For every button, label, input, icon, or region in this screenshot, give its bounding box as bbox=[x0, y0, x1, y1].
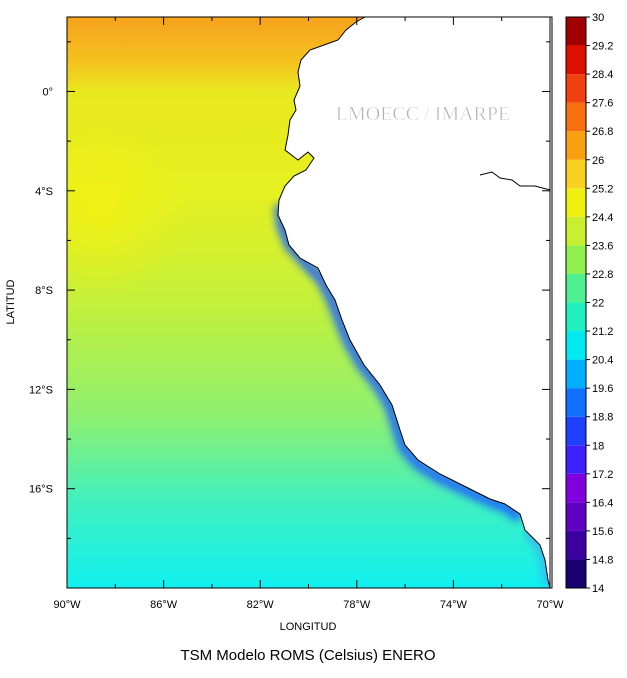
colorbar-band bbox=[566, 331, 586, 360]
colorbar-label: 28.4 bbox=[592, 69, 613, 81]
title: TSM Modelo ROMS (Celsius) ENERO bbox=[180, 647, 435, 664]
colorbar-label: 14.8 bbox=[592, 554, 613, 566]
colorbar-label: 22.8 bbox=[592, 269, 613, 281]
colorbar-band bbox=[566, 359, 586, 389]
y-tick-label: 0° bbox=[42, 86, 53, 98]
colorbar-band bbox=[566, 273, 586, 303]
colorbar-band bbox=[566, 188, 586, 217]
colorbar-band bbox=[566, 530, 586, 560]
colorbar-band bbox=[566, 159, 586, 189]
colorbar-band bbox=[566, 445, 586, 474]
colorbar-label: 29.2 bbox=[592, 41, 613, 53]
x-tick-label: 74°W bbox=[440, 599, 468, 611]
colorbar-label: 17.2 bbox=[592, 469, 613, 481]
colorbar-label: 22 bbox=[592, 298, 604, 310]
colorbar-label: 26.8 bbox=[592, 126, 613, 138]
colorbar-label: 26 bbox=[592, 155, 604, 167]
colorbar-band bbox=[566, 302, 586, 332]
y-tick-label: 12°S bbox=[29, 384, 53, 396]
colorbar-label: 18.8 bbox=[592, 412, 613, 424]
x-tick-label: 70°W bbox=[536, 599, 564, 611]
x-tick-label: 86°W bbox=[150, 599, 178, 611]
colorbar-label: 19.6 bbox=[592, 383, 613, 395]
colorbar-label: 27.6 bbox=[592, 98, 613, 110]
colorbar-band bbox=[566, 473, 586, 503]
colorbar-label: 21.2 bbox=[592, 326, 613, 338]
colorbar-band bbox=[566, 74, 586, 103]
x-tick-label: 82°W bbox=[247, 599, 275, 611]
border-line bbox=[479, 171, 551, 191]
colorbar-band bbox=[566, 388, 586, 417]
colorbar-band bbox=[566, 131, 586, 160]
x-tick-label: 90°W bbox=[53, 599, 81, 611]
colorbar-band bbox=[566, 502, 586, 531]
colorbar-band bbox=[566, 45, 586, 75]
watermark: LMOECC / IMARPE bbox=[336, 103, 510, 125]
y-tick-label: 8°S bbox=[35, 285, 53, 297]
colorbar-label: 15.6 bbox=[592, 526, 613, 538]
colorbar-label: 18 bbox=[592, 440, 604, 452]
colorbar-label: 20.4 bbox=[592, 355, 613, 367]
y-tick-label: 16°S bbox=[29, 484, 53, 496]
colorbar-band bbox=[566, 559, 586, 588]
x-axis-label: LONGITUD bbox=[280, 621, 337, 633]
y-axis-label: LATITUD bbox=[5, 279, 17, 324]
colorbar-label: 25.2 bbox=[592, 183, 613, 195]
colorbar-label: 30 bbox=[592, 12, 604, 24]
colorbar-band bbox=[566, 416, 586, 446]
colorbar-label: 23.6 bbox=[592, 240, 613, 252]
y-tick-label: 4°S bbox=[35, 186, 53, 198]
colorbar-band bbox=[566, 216, 586, 246]
colorbar-label: 24.4 bbox=[592, 212, 613, 224]
colorbar-band bbox=[566, 17, 586, 46]
colorbar-label: 16.4 bbox=[592, 497, 613, 509]
land bbox=[277, 16, 553, 589]
colorbar-band bbox=[566, 245, 586, 274]
x-tick-label: 78°W bbox=[343, 599, 371, 611]
colorbar-label: 14 bbox=[592, 583, 604, 595]
colorbar-band bbox=[566, 102, 586, 132]
